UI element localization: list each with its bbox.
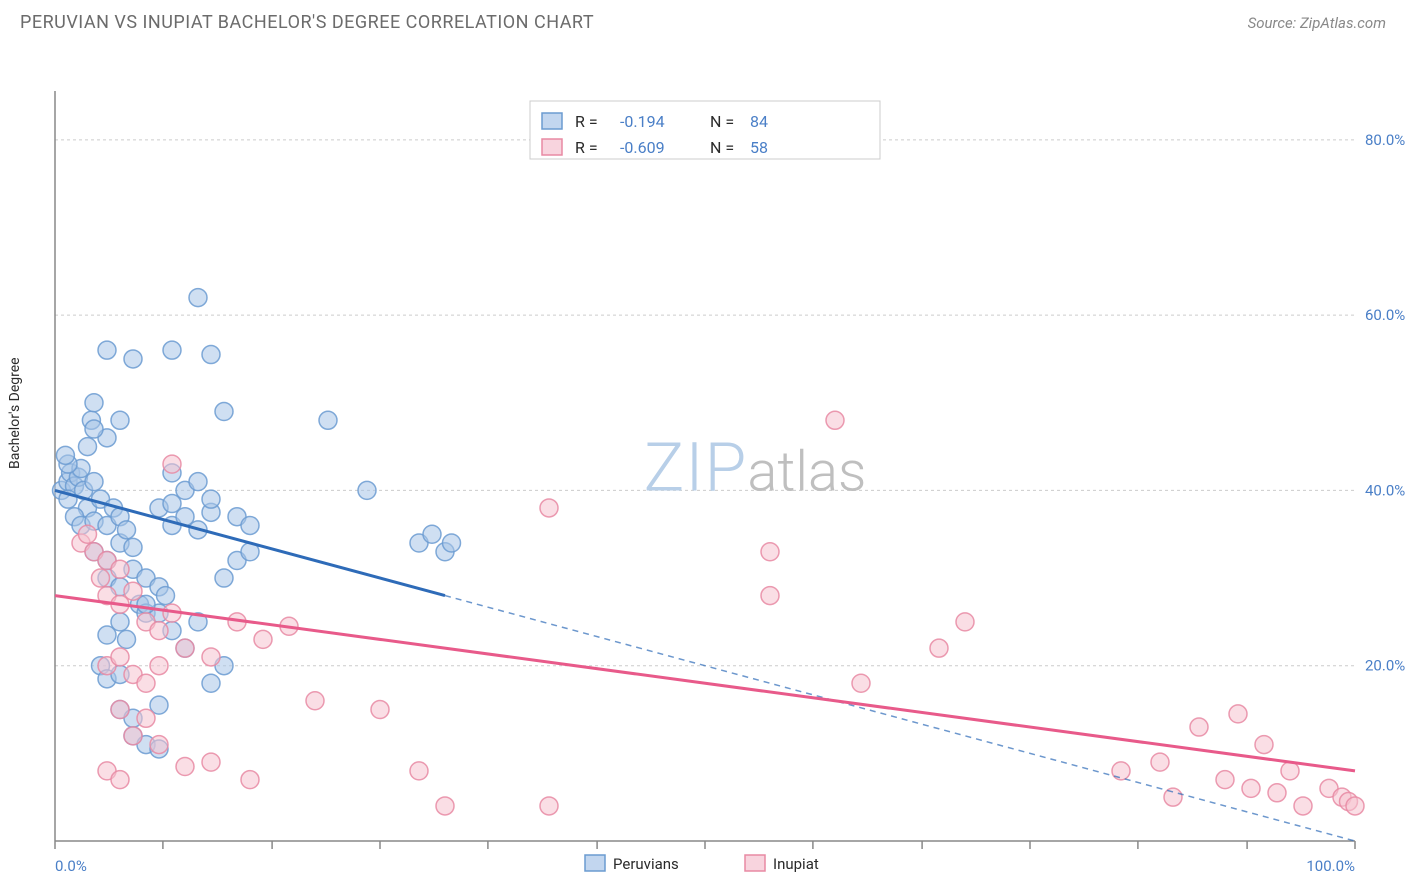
data-point bbox=[540, 797, 558, 815]
data-point bbox=[150, 736, 168, 754]
legend-swatch bbox=[542, 113, 562, 129]
data-point bbox=[137, 709, 155, 727]
data-point bbox=[1294, 797, 1312, 815]
data-point bbox=[92, 569, 110, 587]
data-point bbox=[1255, 736, 1273, 754]
legend-swatch bbox=[542, 139, 562, 155]
data-point bbox=[540, 499, 558, 517]
data-point bbox=[124, 538, 142, 556]
chart-header: PERUVIAN VS INUPIAT BACHELOR'S DEGREE CO… bbox=[0, 0, 1406, 41]
legend-bottom-swatch bbox=[585, 855, 605, 871]
y-tick-label: 20.0% bbox=[1365, 657, 1405, 675]
data-point bbox=[118, 630, 136, 648]
legend-r-label: R = bbox=[575, 138, 598, 157]
data-point bbox=[111, 411, 129, 429]
legend-bottom-swatch bbox=[745, 855, 765, 871]
legend-bottom-label: Peruvians bbox=[613, 855, 679, 873]
data-point bbox=[241, 516, 259, 534]
data-point bbox=[761, 587, 779, 605]
data-point bbox=[319, 411, 337, 429]
chart-source: Source: ZipAtlas.com bbox=[1248, 14, 1386, 32]
legend-n-label: N = bbox=[710, 138, 734, 157]
data-point bbox=[189, 473, 207, 491]
x-min-label: 0.0% bbox=[55, 857, 87, 875]
data-point bbox=[761, 543, 779, 561]
data-point bbox=[124, 350, 142, 368]
data-point bbox=[202, 346, 220, 364]
data-point bbox=[118, 521, 136, 539]
data-point bbox=[930, 639, 948, 657]
legend-bottom-label: Inupiat bbox=[773, 855, 819, 873]
data-point bbox=[202, 490, 220, 508]
data-point bbox=[215, 569, 233, 587]
data-point bbox=[137, 674, 155, 692]
data-point bbox=[1151, 753, 1169, 771]
data-point bbox=[150, 622, 168, 640]
data-point bbox=[1281, 762, 1299, 780]
data-point bbox=[826, 411, 844, 429]
data-point bbox=[1190, 718, 1208, 736]
data-point bbox=[124, 727, 142, 745]
data-point bbox=[371, 701, 389, 719]
data-point bbox=[410, 762, 428, 780]
chart-title: PERUVIAN VS INUPIAT BACHELOR'S DEGREE CO… bbox=[20, 12, 594, 33]
data-point bbox=[111, 771, 129, 789]
data-point bbox=[85, 473, 103, 491]
data-point bbox=[1346, 797, 1364, 815]
data-point bbox=[56, 446, 74, 464]
legend-n-value: 84 bbox=[750, 112, 768, 131]
data-point bbox=[157, 587, 175, 605]
data-point bbox=[98, 626, 116, 644]
data-point bbox=[163, 341, 181, 359]
y-tick-label: 40.0% bbox=[1365, 481, 1405, 499]
data-point bbox=[150, 657, 168, 675]
data-point bbox=[176, 758, 194, 776]
data-point bbox=[443, 534, 461, 552]
data-point bbox=[163, 495, 181, 513]
data-point bbox=[79, 525, 97, 543]
legend-n-value: 58 bbox=[750, 138, 768, 157]
data-point bbox=[85, 394, 103, 412]
data-point bbox=[1242, 779, 1260, 797]
data-point bbox=[852, 674, 870, 692]
scatter-plot: 20.0% 40.0% 60.0% 80.0% 0.0% 100.0% ZIPatlas R … bbox=[0, 41, 1406, 891]
data-point bbox=[1112, 762, 1130, 780]
chart-container: Bachelor's Degree 20.0%40.0%60.0%80.0%0.… bbox=[0, 41, 1406, 891]
data-point bbox=[306, 692, 324, 710]
legend-n-label: N = bbox=[710, 112, 734, 131]
data-point bbox=[1268, 784, 1286, 802]
data-point bbox=[111, 701, 129, 719]
data-point bbox=[1216, 771, 1234, 789]
data-point bbox=[254, 630, 272, 648]
data-point bbox=[215, 403, 233, 421]
legend-r-value: -0.609 bbox=[620, 138, 665, 157]
data-point bbox=[436, 797, 454, 815]
y-tick-label: 80.0% bbox=[1365, 131, 1405, 149]
data-point bbox=[163, 455, 181, 473]
data-point bbox=[189, 289, 207, 307]
data-point bbox=[124, 582, 142, 600]
data-point bbox=[79, 438, 97, 456]
data-point bbox=[202, 648, 220, 666]
data-point bbox=[202, 674, 220, 692]
data-point bbox=[85, 420, 103, 438]
trend-line-dashed bbox=[445, 596, 1355, 841]
data-point bbox=[956, 613, 974, 631]
data-point bbox=[202, 753, 220, 771]
data-point bbox=[111, 648, 129, 666]
data-point bbox=[423, 525, 441, 543]
trend-line bbox=[55, 596, 1355, 771]
x-max-label: 100.0% bbox=[1306, 857, 1355, 875]
data-point bbox=[1229, 705, 1247, 723]
data-point bbox=[358, 481, 376, 499]
legend-r-value: -0.194 bbox=[620, 112, 665, 131]
data-point bbox=[111, 560, 129, 578]
data-point bbox=[241, 771, 259, 789]
legend-r-label: R = bbox=[575, 112, 598, 131]
data-point bbox=[176, 639, 194, 657]
data-point bbox=[1164, 788, 1182, 806]
y-tick-label: 60.0% bbox=[1365, 306, 1405, 324]
watermark: ZIPatlas bbox=[644, 427, 867, 507]
data-point bbox=[98, 341, 116, 359]
